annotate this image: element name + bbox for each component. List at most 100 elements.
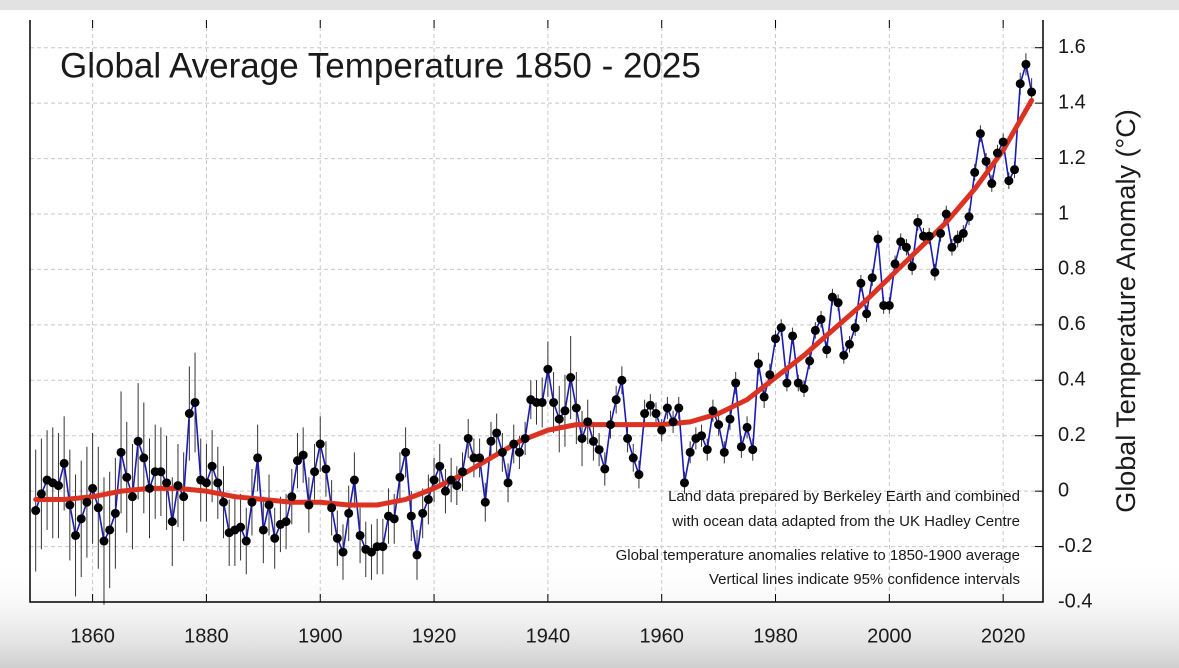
data-point (805, 356, 815, 366)
data-point (236, 522, 246, 532)
data-point (332, 533, 342, 543)
data-point (850, 323, 860, 333)
data-point (287, 492, 297, 502)
top-strip (0, 0, 1179, 10)
data-point (99, 536, 109, 546)
data-point (697, 431, 707, 441)
y-tick-label: 1.2 (1058, 147, 1086, 169)
data-point (36, 489, 46, 499)
data-point (184, 409, 194, 419)
data-point (708, 406, 718, 416)
data-point (862, 309, 872, 319)
data-point (623, 433, 633, 443)
data-point (480, 497, 490, 507)
data-point (190, 397, 200, 407)
data-point (395, 472, 405, 482)
data-point (662, 403, 672, 413)
data-point (201, 478, 211, 488)
data-point (497, 447, 507, 457)
x-tick-label: 1900 (298, 625, 343, 647)
data-point (674, 403, 684, 413)
data-point (207, 461, 217, 471)
data-point (378, 542, 388, 552)
data-point (788, 331, 798, 341)
y-tick-label: 1.6 (1058, 36, 1086, 58)
x-tick-label: 2020 (981, 625, 1026, 647)
data-point (173, 481, 183, 491)
data-point (748, 445, 758, 455)
data-point (628, 453, 638, 463)
data-point (492, 428, 502, 438)
data-point (105, 525, 115, 535)
data-point (167, 517, 177, 527)
data-point (907, 262, 917, 272)
data-point (344, 508, 354, 518)
data-point (975, 129, 985, 139)
data-point (827, 292, 837, 302)
data-point (645, 400, 655, 410)
data-point (884, 300, 894, 310)
annotation: Land data prepared by Berkeley Earth and… (668, 488, 1020, 505)
data-point (577, 433, 587, 443)
data-point (611, 395, 621, 405)
annotation: Global temperature anomalies relative to… (616, 547, 1020, 564)
data-point (947, 242, 957, 252)
data-point (1010, 165, 1020, 175)
data-point (833, 298, 843, 308)
data-point (776, 323, 786, 333)
data-point (93, 503, 103, 513)
x-tick-label: 2000 (867, 625, 912, 647)
data-point (179, 492, 189, 502)
data-point (856, 278, 866, 288)
data-point (292, 456, 302, 466)
data-point (475, 453, 485, 463)
data-point (554, 414, 564, 424)
data-point (873, 234, 883, 244)
x-tick-label: 1920 (412, 625, 457, 647)
data-point (657, 425, 667, 435)
y-tick-label: -0.2 (1058, 535, 1092, 557)
data-point (218, 497, 228, 507)
data-point (321, 464, 331, 474)
data-point (679, 478, 689, 488)
data-point (1021, 59, 1031, 69)
trend-line (33, 97, 1035, 508)
data-point (731, 378, 741, 388)
data-point (941, 209, 951, 219)
data-point (782, 378, 792, 388)
annotation: Vertical lines indicate 95% confidence i… (709, 571, 1020, 588)
data-point (867, 273, 877, 283)
chart-title: Global Average Temperature 1850 - 2025 (60, 46, 701, 85)
y-tick-label: 0 (1058, 479, 1069, 501)
data-point (82, 497, 92, 507)
data-point (970, 167, 980, 177)
data-point (685, 447, 695, 457)
data-point (423, 494, 433, 504)
data-point (509, 439, 519, 449)
data-point (88, 483, 98, 493)
data-point (799, 384, 809, 394)
data-point (771, 334, 781, 344)
axis-frame (29, 20, 1044, 603)
data-point (65, 500, 75, 510)
data-point (998, 137, 1008, 147)
data-point (429, 475, 439, 485)
data-point (981, 156, 991, 166)
data-point (122, 472, 132, 482)
data-point (571, 403, 581, 413)
data-point (327, 503, 337, 513)
y-tick-label: -0.4 (1058, 590, 1092, 612)
data-point (651, 409, 661, 419)
data-point (310, 467, 320, 477)
data-point (401, 447, 411, 457)
data-point (110, 508, 120, 518)
data-point (958, 228, 968, 238)
data-point (594, 445, 604, 455)
data-point (560, 406, 570, 416)
data-point (936, 228, 946, 238)
data-point (543, 364, 553, 374)
data-point (890, 259, 900, 269)
data-point (452, 481, 462, 491)
data-point (270, 533, 280, 543)
